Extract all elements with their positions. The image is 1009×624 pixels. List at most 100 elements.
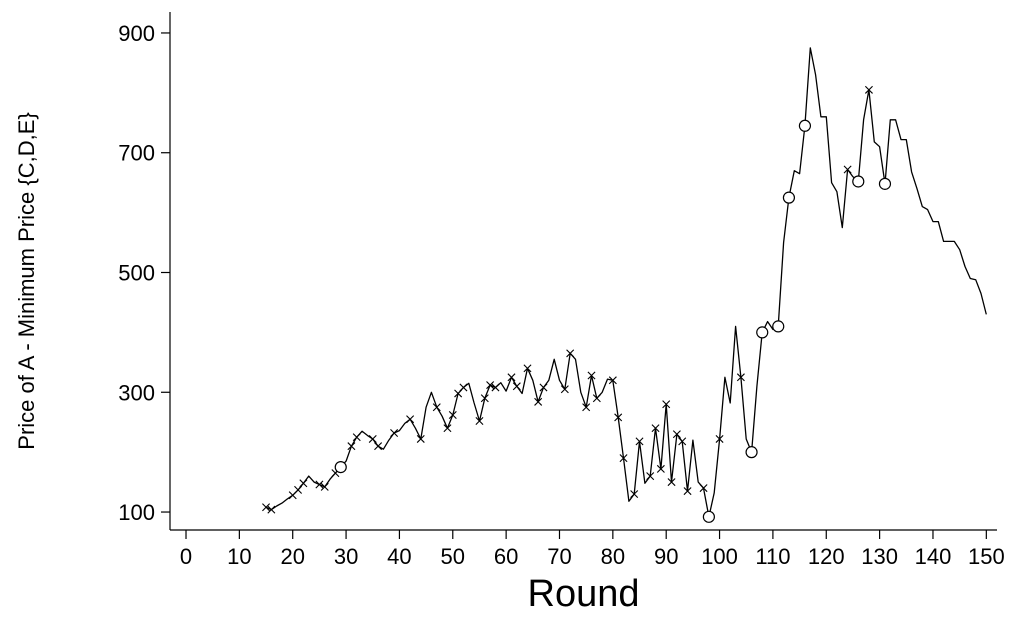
cross-marker [864, 85, 873, 94]
circle-marker [798, 119, 812, 132]
cross-marker-stroke [432, 403, 441, 412]
cross-marker-stroke [582, 403, 591, 412]
cross-marker-stroke [480, 394, 489, 403]
cross-marker-stroke [406, 415, 415, 424]
cross-marker-stroke [651, 424, 660, 433]
cross-marker-stroke [368, 434, 377, 443]
cross-marker-stroke [416, 434, 425, 443]
cross-marker-stroke [678, 437, 687, 446]
cross-marker [491, 383, 500, 392]
cross-marker-stroke [523, 364, 532, 373]
x-tick-label-110: 110 [755, 544, 790, 569]
cross-marker [475, 417, 484, 425]
cross-marker-stroke [672, 430, 681, 439]
x-tick-label-100: 100 [701, 544, 738, 569]
cross-marker-stroke [347, 442, 356, 451]
cross-marker [592, 394, 601, 403]
plot-area [262, 47, 987, 523]
cross-marker-stroke [662, 400, 671, 409]
cross-marker-stroke [614, 413, 623, 422]
x-tick-label-120: 120 [808, 544, 845, 569]
x-tick-label-40: 40 [387, 544, 411, 569]
cross-marker [320, 482, 329, 491]
cross-marker-stroke [566, 349, 575, 358]
cross-marker [646, 472, 655, 481]
cross-marker-stroke [592, 394, 601, 403]
cross-marker [539, 383, 548, 392]
cross-marker [656, 464, 665, 473]
cross-marker [368, 434, 377, 443]
y-tick-label-900: 900 [118, 21, 155, 46]
cross-marker [672, 430, 681, 439]
cross-marker-stroke [560, 385, 569, 394]
x-tick-label-30: 30 [334, 544, 358, 569]
cross-marker [406, 415, 415, 424]
cross-marker-stroke [443, 424, 452, 433]
cross-marker [486, 381, 495, 390]
cross-marker [315, 480, 324, 489]
cross-marker [416, 434, 425, 443]
cross-marker-stroke [320, 482, 329, 491]
cross-marker [582, 403, 591, 412]
cross-marker [587, 371, 596, 380]
cross-marker-stroke [534, 397, 543, 406]
cross-marker-stroke [294, 485, 303, 494]
cross-marker-stroke [683, 487, 692, 496]
cross-marker-stroke [475, 417, 484, 425]
cross-marker-stroke [507, 373, 516, 382]
x-tick-label-130: 130 [861, 544, 898, 569]
cross-marker [566, 349, 575, 358]
cross-marker [443, 424, 452, 433]
y-tick-label-100: 100 [118, 500, 155, 525]
circle-marker [745, 446, 758, 459]
cross-marker-stroke [491, 383, 500, 392]
cross-marker-stroke [646, 472, 655, 481]
cross-marker-stroke [699, 484, 708, 493]
cross-marker-stroke [635, 437, 644, 446]
cross-marker [715, 434, 724, 443]
circle-marker [334, 461, 347, 474]
series-line-0 [265, 47, 987, 518]
y-tick-label-700: 700 [118, 141, 155, 166]
cross-marker [523, 364, 532, 373]
y-tick-label-300: 300 [118, 380, 155, 405]
cross-marker [299, 479, 308, 488]
x-tick-label-80: 80 [601, 544, 625, 569]
x-tick-label-90: 90 [654, 544, 678, 569]
cross-marker-stroke [539, 383, 548, 392]
x-tick-label-10: 10 [227, 544, 251, 569]
cross-marker [352, 433, 361, 442]
cross-marker-stroke [512, 382, 521, 391]
x-tick-label-20: 20 [280, 544, 304, 569]
cross-marker-stroke [843, 165, 852, 174]
cross-marker-stroke [448, 411, 457, 420]
cross-marker-stroke [315, 480, 324, 489]
cross-marker-stroke [486, 381, 495, 390]
cross-marker-stroke [374, 442, 383, 451]
x-axis-title: Round [528, 573, 640, 615]
circle-marker [756, 326, 769, 339]
cross-marker-stroke [630, 490, 639, 499]
cross-marker-stroke [262, 503, 271, 512]
cross-marker [662, 400, 671, 409]
cross-marker [619, 454, 628, 463]
cross-marker-stroke [864, 85, 873, 94]
circle-marker [782, 191, 796, 204]
cross-marker-stroke [715, 434, 724, 443]
cross-marker-stroke [667, 478, 676, 487]
circle-marker [852, 175, 865, 188]
axes: 0 10 20 30 40 50 60 70 80 90 100 110 120 130 140 150 100… [118, 12, 1005, 569]
cross-marker [843, 165, 852, 174]
y-axis-title: Price of A - Minimum Price {C,D,E} [14, 112, 39, 449]
x-tick-label-150: 150 [968, 544, 1005, 569]
x-tick-label-70: 70 [547, 544, 571, 569]
x-tick-label-140: 140 [915, 544, 952, 569]
cross-marker-stroke [299, 479, 308, 488]
cross-marker [560, 385, 569, 394]
cross-marker [432, 403, 441, 412]
cross-marker [635, 437, 644, 446]
cross-marker-stroke [656, 464, 665, 473]
cross-marker [294, 485, 303, 494]
cross-marker [614, 413, 623, 422]
